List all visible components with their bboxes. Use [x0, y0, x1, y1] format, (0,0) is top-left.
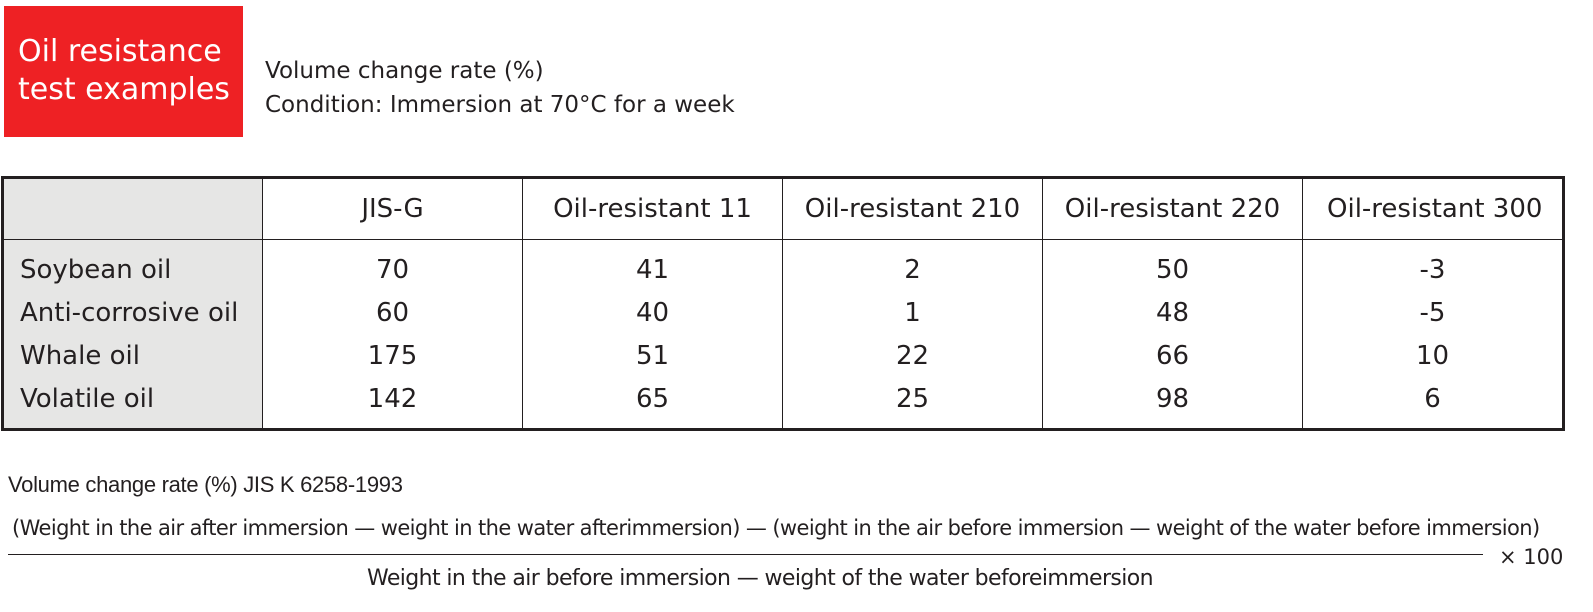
row-label: Anti-corrosive oil	[2, 291, 263, 334]
table-cell: 48	[1042, 291, 1303, 334]
table-cell: 66	[1042, 334, 1303, 377]
column-header: Oil-resistant 220	[1042, 177, 1303, 240]
table-cell: 142	[262, 377, 523, 430]
formula-title: Volume change rate (%) JIS K 6258-1993	[8, 472, 403, 497]
column-header: Oil-resistant 11	[522, 177, 783, 240]
table-cell: -3	[1302, 239, 1564, 291]
title-line-1: Oil resistance	[18, 34, 222, 69]
formula-multiplier: × 100	[1499, 545, 1564, 569]
table-cell: 6	[1302, 377, 1564, 430]
table-cell: 1	[782, 291, 1043, 334]
table-cell: 65	[522, 377, 783, 430]
table-cell: 70	[262, 239, 523, 291]
corner-cell	[2, 177, 263, 240]
table-row: Whale oil 175 51 22 66 10	[2, 334, 1564, 377]
results-table: JIS-G Oil-resistant 11 Oil-resistant 210…	[1, 176, 1565, 431]
table-cell: -5	[1302, 291, 1564, 334]
table-row: Soybean oil 70 41 2 50 -3	[2, 239, 1564, 291]
condition-label: Condition: Immersion at 70°C for a week	[265, 92, 735, 118]
column-header: JIS-G	[262, 177, 523, 240]
column-header: Oil-resistant 300	[1302, 177, 1564, 240]
table-cell: 41	[522, 239, 783, 291]
header-row: JIS-G Oil-resistant 11 Oil-resistant 210…	[2, 177, 1564, 240]
column-header: Oil-resistant 210	[782, 177, 1043, 240]
table-cell: 98	[1042, 377, 1303, 430]
table-cell: 10	[1302, 334, 1564, 377]
measure-label: Volume change rate (%)	[265, 58, 544, 84]
table-row: Anti-corrosive oil 60 40 1 48 -5	[2, 291, 1564, 334]
table-cell: 2	[782, 239, 1043, 291]
table-row: Volatile oil 142 65 25 98 6	[2, 377, 1564, 430]
table-cell: 25	[782, 377, 1043, 430]
title-badge: Oil resistance test examples	[4, 6, 243, 137]
fraction-bar	[8, 554, 1483, 555]
row-label: Soybean oil	[2, 239, 263, 291]
formula-numerator: (Weight in the air after immersion — wei…	[12, 516, 1540, 540]
table-cell: 40	[522, 291, 783, 334]
table-cell: 51	[522, 334, 783, 377]
row-label: Whale oil	[2, 334, 263, 377]
table-cell: 175	[262, 334, 523, 377]
formula-denominator: Weight in the air before immersion — wei…	[366, 566, 1154, 591]
row-label: Volatile oil	[2, 377, 263, 430]
table-cell: 60	[262, 291, 523, 334]
table-cell: 50	[1042, 239, 1303, 291]
title-line-2: test examples	[18, 72, 230, 107]
test-conditions: Volume change rate (%) Condition: Immers…	[265, 54, 735, 122]
table-cell: 22	[782, 334, 1043, 377]
